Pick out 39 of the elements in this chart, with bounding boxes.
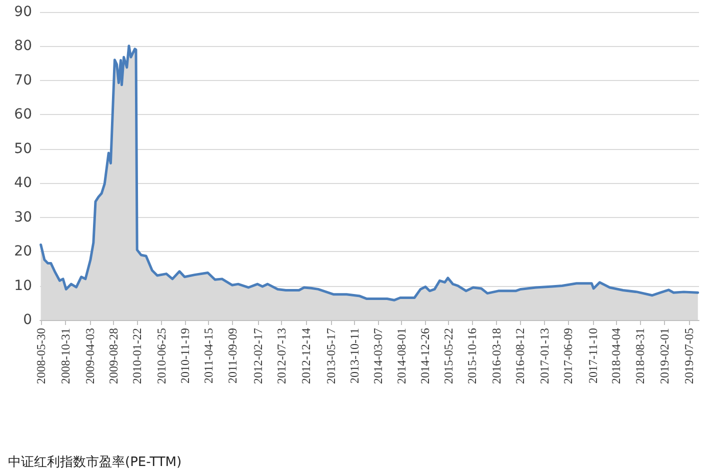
- y-tick-label: 0: [23, 312, 32, 328]
- y-tick-label: 90: [14, 4, 32, 20]
- x-tick-label: 2010-06-25: [154, 328, 169, 384]
- x-tick-label: 2018-04-04: [608, 328, 623, 384]
- y-tick-label: 20: [14, 244, 32, 260]
- x-tick-label: 2011-09-09: [225, 328, 240, 384]
- y-tick-label: 50: [14, 140, 32, 157]
- x-tick-label: 2012-02-17: [251, 328, 266, 384]
- text: 中证红利指数市盈率(PE-TTM): [8, 454, 182, 470]
- x-tick-label: 2013-10-11: [347, 328, 362, 384]
- x-tick-label: 2009-04-03: [83, 328, 98, 384]
- x-tick-label: 2017-01-13: [538, 328, 552, 384]
- y-tick-label: 60: [14, 106, 32, 123]
- x-tick-label: 2012-07-13: [274, 328, 289, 384]
- y-tick-label: 80: [14, 38, 32, 54]
- x-tick-label: 2014-03-07: [370, 328, 385, 384]
- x-tick-label: 2017-11-10: [586, 328, 600, 384]
- x-tick-label: 2015-05-22: [441, 328, 456, 384]
- x-tick-label: 2014-08-01: [394, 328, 408, 384]
- x-tick-label: 2016-03-18: [490, 328, 504, 384]
- x-tick-label: 2011-04-15: [202, 328, 216, 384]
- x-tick-label: 2019-07-05: [682, 328, 696, 384]
- x-tick-label: 2017-06-09: [561, 328, 576, 384]
- x-tick-label: 2019-02-01: [657, 328, 672, 384]
- x-tick-label: 2009-08-28: [106, 328, 121, 384]
- y-tick-label: 40: [14, 175, 32, 192]
- y-tick-label: 30: [14, 209, 32, 226]
- x-tick-label: 2008-05-30: [34, 328, 48, 384]
- x-tick-label: 2012-12-14: [299, 328, 314, 384]
- x-tick-label: 2015-10-16: [464, 328, 479, 384]
- x-tick-label: 2008-10-31: [58, 328, 72, 384]
- y-tick-label: 10: [14, 278, 32, 294]
- x-tick-label: 2010-01-22: [130, 328, 144, 384]
- x-tick-label: 2018-08-31: [632, 328, 647, 384]
- x-tick-label: 2016-08-12: [513, 328, 528, 384]
- y-tick-label: 70: [14, 72, 32, 88]
- x-tick-label: 2014-12-26: [418, 328, 432, 384]
- x-tick-label: 2010-11-19: [178, 328, 192, 384]
- x-tick-label: 2013-05-17: [324, 328, 338, 384]
